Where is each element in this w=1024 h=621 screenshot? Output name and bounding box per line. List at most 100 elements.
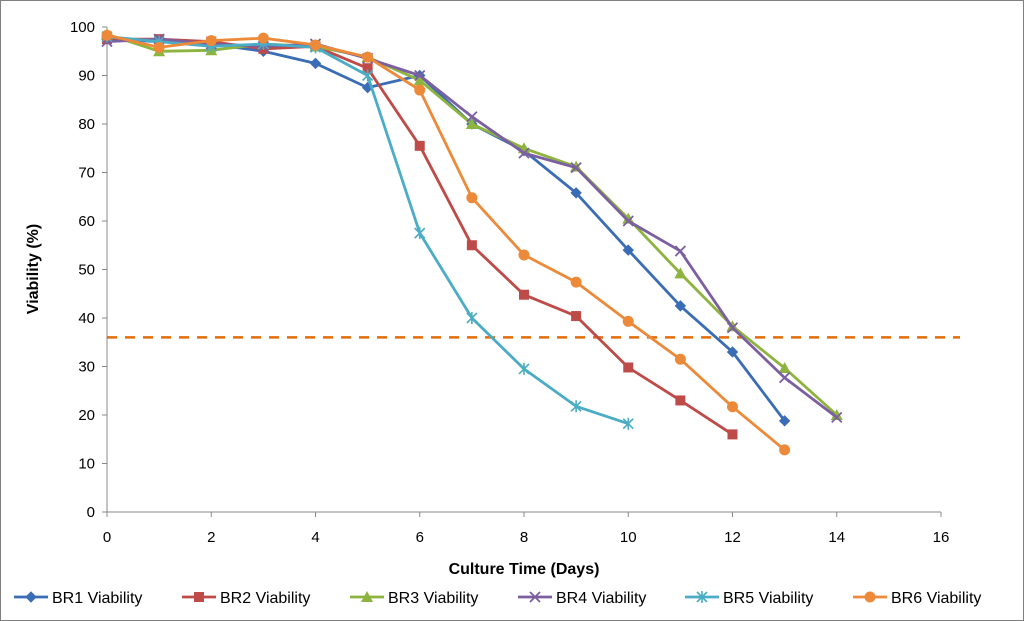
legend-label: BR3 Viability [388, 590, 478, 607]
data-point [778, 415, 791, 427]
y-tick-label: 100 [70, 19, 95, 36]
data-point [414, 227, 426, 240]
data-point [414, 69, 426, 82]
x-tick-label: 8 [520, 529, 528, 546]
data-point [101, 29, 113, 41]
data-point [778, 372, 791, 384]
data-point [571, 311, 582, 322]
data-point [779, 444, 791, 456]
legend-marker [25, 591, 37, 603]
legend-marker [696, 591, 708, 603]
legend: BR1 Viability BR2 Viability BR3 Viability B… [14, 590, 981, 607]
data-point [726, 346, 739, 358]
x-tick-label: 4 [311, 529, 319, 546]
data-point [570, 276, 582, 288]
data-point [414, 84, 426, 96]
legend-label: BR4 Viability [556, 590, 646, 607]
data-point [257, 32, 269, 44]
y-tick-label: 70 [78, 165, 95, 182]
data-point [674, 353, 686, 365]
y-tick-label: 80 [78, 116, 95, 133]
data-point [674, 245, 687, 257]
data-point [622, 315, 634, 327]
series-3 [101, 28, 843, 420]
series-6 [101, 29, 791, 456]
data-point [778, 361, 791, 373]
x-tick-label: 0 [103, 529, 111, 546]
x-tick-label: 14 [828, 529, 845, 546]
data-point [466, 240, 477, 251]
y-tick-label: 0 [87, 504, 95, 521]
data-point [466, 111, 478, 123]
data-point [153, 41, 165, 53]
data-point [518, 249, 530, 261]
data-point [622, 417, 634, 430]
legend-label: BR1 Viability [52, 590, 142, 607]
data-point [413, 74, 426, 86]
data-point [362, 63, 373, 74]
data-point [622, 244, 634, 256]
data-point [309, 57, 322, 70]
data-point [519, 289, 529, 300]
axes [102, 26, 942, 517]
series-4 [101, 33, 843, 424]
data-point [727, 401, 738, 413]
legend-item: BR4 Viability [518, 590, 646, 607]
legend-label: BR6 Viability [891, 590, 981, 607]
data-point [570, 187, 582, 199]
y-tick-label: 30 [78, 359, 95, 376]
series-line [106, 35, 629, 426]
data-point [466, 312, 478, 324]
data-point [205, 35, 217, 47]
x-tick-label: 12 [724, 529, 741, 546]
series-1 [101, 33, 791, 427]
data-point [310, 39, 321, 51]
legend-marker [194, 592, 204, 602]
legend-item: BR6 Viability [853, 590, 981, 607]
y-tick-label: 20 [78, 407, 95, 424]
data-point [622, 215, 634, 227]
data-point [362, 51, 374, 63]
x-tick-label: 16 [933, 529, 950, 546]
data-point [465, 118, 478, 129]
series-line [106, 37, 838, 419]
data-point [727, 429, 738, 440]
legend-label: BR2 Viability [220, 590, 310, 607]
legend-item: BR1 Viability [14, 590, 142, 607]
y-tick-label: 50 [78, 262, 95, 279]
data-point [622, 212, 635, 224]
data-point [675, 395, 686, 406]
data-point [570, 162, 582, 174]
legend-item: BR5 Viability [685, 590, 813, 607]
series-line [106, 33, 786, 451]
data-point [518, 362, 530, 375]
series-group [101, 28, 843, 456]
y-tick-label: 90 [78, 68, 95, 85]
data-point [570, 400, 582, 413]
data-point [518, 147, 530, 159]
legend-label: BR5 Viability [723, 590, 813, 607]
data-point [726, 322, 739, 334]
data-point [362, 69, 374, 82]
data-point [466, 192, 478, 204]
x-tick-label: 6 [416, 529, 424, 546]
data-point [831, 411, 843, 424]
legend-item: BR3 Viability [350, 590, 478, 607]
data-point [414, 140, 425, 151]
legend-item: BR2 Viability [182, 590, 310, 607]
y-axis-title: Viability (%) [25, 224, 42, 314]
data-point [674, 300, 687, 312]
data-point [830, 409, 843, 420]
data-point [674, 267, 687, 279]
y-tick-label: 10 [78, 456, 95, 473]
x-tick-label: 10 [620, 529, 637, 546]
y-tick-label: 60 [78, 213, 95, 230]
legend-marker [864, 591, 876, 603]
legend-marker [361, 591, 373, 602]
y-tick-label: 40 [78, 310, 95, 327]
legend-marker [529, 591, 541, 603]
tick-labels: 0 10 20 30 40 50 60 70 80 90 100 0 2 4 6 8 10 12 14 16 [70, 19, 949, 546]
data-point [623, 362, 634, 373]
